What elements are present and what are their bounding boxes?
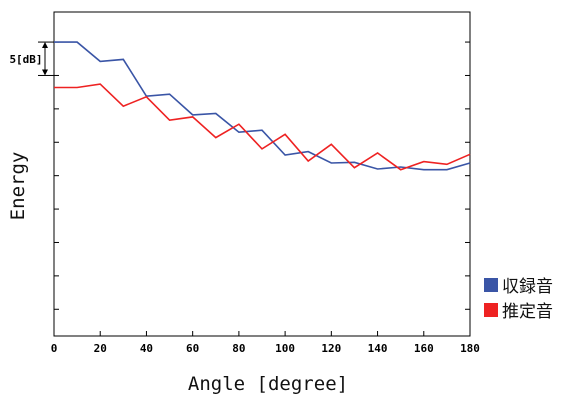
legend-swatch-estimated <box>484 302 498 317</box>
scale-annotation: 5[dB] <box>9 41 54 76</box>
plot-frame <box>53 11 471 337</box>
legend-label-recorded: 収録音 <box>502 277 553 297</box>
legend: 収録音 推定音 <box>484 272 553 322</box>
series-line-0 <box>54 41 471 171</box>
scale-arrow-up <box>42 42 48 49</box>
x-tick-label-40: 40 <box>140 342 153 355</box>
x-tick-label-80: 80 <box>232 342 245 355</box>
legend-label-estimated: 推定音 <box>502 302 553 322</box>
y-axis-title: Energy <box>7 152 29 221</box>
legend-swatch-recorded <box>484 277 498 292</box>
x-tick-label-120: 120 <box>321 342 341 355</box>
y-axis-ticks <box>54 41 470 310</box>
x-tick-label-160: 160 <box>414 342 434 355</box>
x-tick-label-0: 0 <box>51 342 58 355</box>
x-axis-title: Angle [degree] <box>188 373 348 395</box>
series-line-1 <box>54 83 471 171</box>
x-tick-label-180: 180 <box>460 342 480 355</box>
scale-label: 5[dB] <box>9 53 42 66</box>
x-tick-label-140: 140 <box>368 342 388 355</box>
x-tick-label-60: 60 <box>186 342 199 355</box>
legend-item-recorded: 収録音 <box>484 272 553 297</box>
scale-arrow-down <box>42 69 48 76</box>
x-tick-label-100: 100 <box>275 342 295 355</box>
x-axis-ticks: 0 20 40 60 80 100 120 140 160 180 <box>51 331 480 355</box>
x-tick-label-20: 20 <box>94 342 107 355</box>
legend-item-estimated: 推定音 <box>484 297 553 322</box>
series-lines <box>54 41 471 171</box>
